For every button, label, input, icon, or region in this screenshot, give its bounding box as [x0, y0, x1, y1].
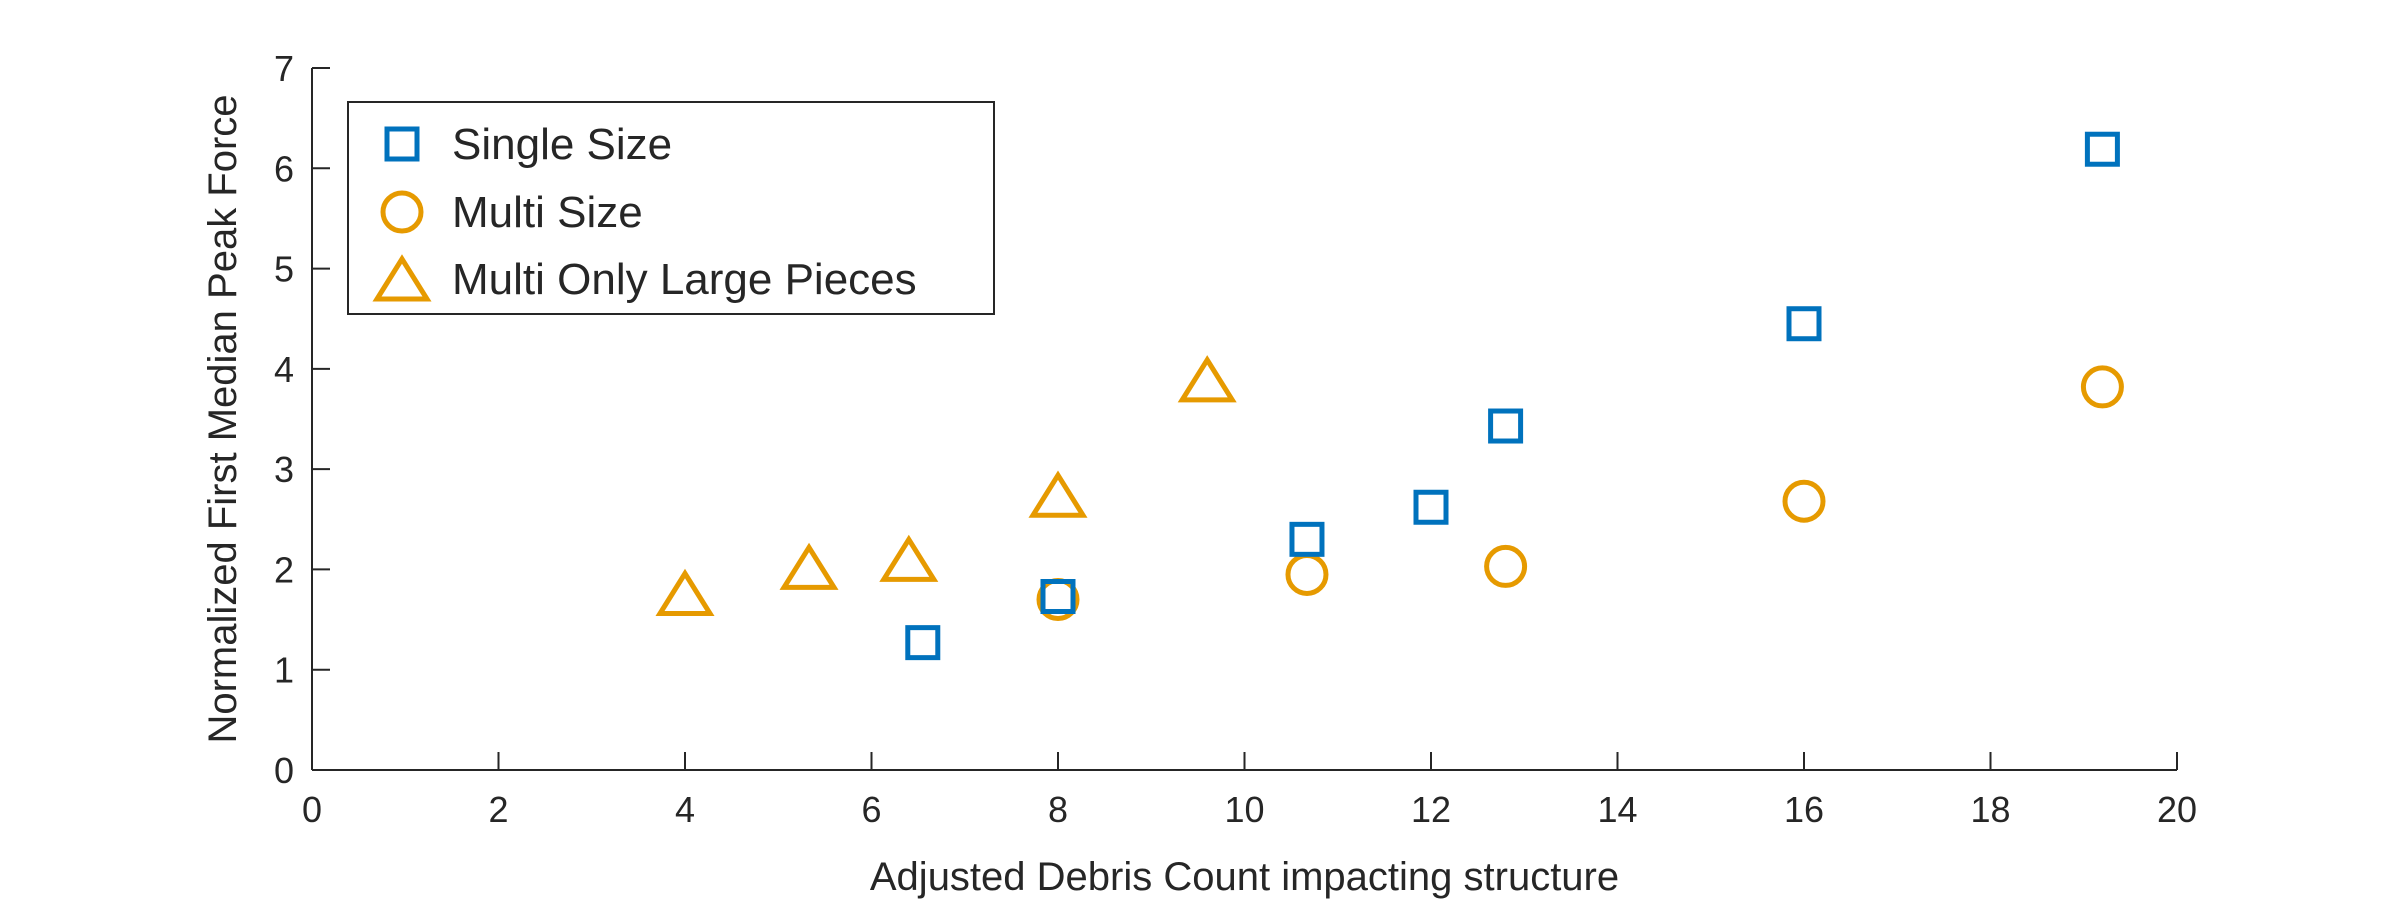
single-size-point	[1488, 408, 1524, 444]
y-ticks: 0 1 2 3 4 5 6 7	[274, 48, 330, 791]
x-tick-label: 18	[1970, 789, 2010, 830]
legend-triangle-symbol	[372, 254, 432, 302]
multi-size-point	[1484, 544, 1528, 588]
y-tick-label: 1	[274, 650, 294, 691]
single-size-point	[1040, 579, 1076, 615]
single-size-point	[1413, 489, 1449, 525]
x-axis-label: Adjusted Debris Count impacting structur…	[870, 855, 1619, 899]
legend: Single Size Multi Size Multi Only Large Pi…	[347, 101, 995, 315]
multi-size-point	[1782, 479, 1826, 523]
x-tick-label: 16	[1784, 789, 1824, 830]
multi-large-point	[1177, 355, 1237, 403]
x-tick-label: 20	[2157, 789, 2197, 830]
y-tick-label: 0	[274, 750, 294, 791]
x-ticks: 0 2 4 6 8 10 12 14 16 18 20	[302, 752, 2197, 830]
multi-size-point	[2080, 365, 2124, 409]
x-tick-label: 12	[1411, 789, 1451, 830]
x-tick-label: 0	[302, 789, 322, 830]
x-tick-label: 8	[1048, 789, 1068, 830]
multi-large-point	[879, 534, 939, 582]
multi-size-point	[1285, 552, 1329, 596]
legend-box	[347, 101, 995, 315]
multi-large-point	[655, 568, 715, 617]
legend-circle-symbol	[380, 190, 424, 234]
multi-large-point	[1028, 470, 1088, 518]
legend-label: Single Size	[452, 120, 672, 169]
y-tick-label: 5	[274, 249, 294, 290]
x-tick-label: 10	[1224, 789, 1264, 830]
x-tick-label: 2	[488, 789, 508, 830]
multi-large-point	[779, 542, 839, 590]
x-tick-label: 14	[1597, 789, 1637, 830]
x-tick-label: 6	[861, 789, 881, 830]
data-markers	[655, 131, 2124, 661]
y-tick-label: 4	[274, 349, 294, 390]
legend-label: Multi Size	[452, 188, 643, 237]
single-size-point	[1786, 306, 1822, 342]
y-tick-label: 2	[274, 549, 294, 590]
y-axis-label: Normalized First Median Peak Force	[201, 94, 245, 743]
y-tick-label: 7	[274, 48, 294, 89]
single-size-point	[2084, 131, 2120, 167]
y-tick-label: 6	[274, 148, 294, 189]
x-tick-label: 4	[675, 789, 695, 830]
single-size-point	[1289, 521, 1325, 557]
legend-square-symbol	[384, 126, 420, 162]
single-size-point	[905, 625, 941, 661]
y-tick-label: 3	[274, 449, 294, 490]
legend-label: Multi Only Large Pieces	[452, 255, 917, 304]
